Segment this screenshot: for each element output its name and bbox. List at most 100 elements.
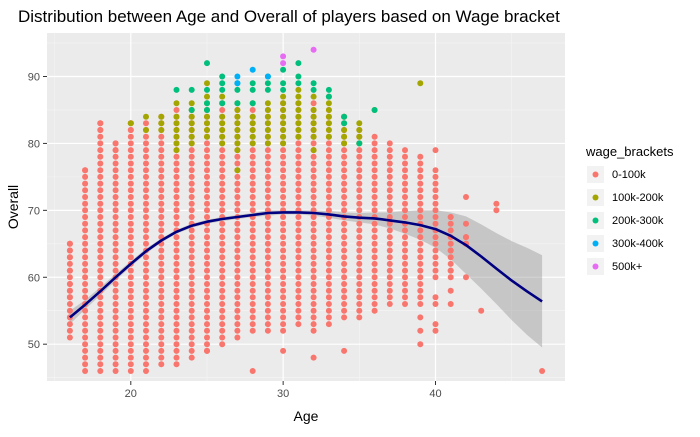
data-point	[112, 361, 119, 368]
data-point	[112, 240, 119, 247]
data-point	[325, 307, 332, 314]
x-tick-label: 20	[125, 388, 137, 400]
data-point	[82, 240, 89, 247]
data-point	[417, 80, 424, 87]
data-point	[204, 260, 210, 267]
data-point	[173, 354, 180, 361]
data-point	[341, 267, 348, 274]
data-point	[127, 187, 134, 194]
data-point	[295, 274, 302, 281]
data-point	[234, 240, 241, 247]
data-point	[82, 267, 89, 274]
data-point	[341, 260, 348, 267]
data-point	[82, 173, 89, 180]
data-point	[463, 274, 469, 281]
data-point	[325, 86, 332, 93]
data-point	[356, 127, 363, 133]
data-point	[310, 80, 317, 87]
data-point	[341, 153, 348, 160]
data-point	[280, 254, 287, 261]
data-point	[386, 287, 393, 294]
data-point	[280, 347, 287, 354]
data-point	[97, 334, 104, 341]
data-point	[97, 180, 104, 187]
legend: wage_brackets 0-100k 100k-200k 200k-300k 30…	[585, 144, 674, 275]
data-point	[97, 274, 104, 281]
data-point	[188, 187, 195, 194]
data-point	[219, 140, 226, 147]
data-point	[402, 287, 408, 294]
data-point	[447, 220, 454, 227]
data-point	[310, 214, 317, 220]
data-point	[386, 227, 393, 234]
data-point	[356, 254, 363, 261]
data-point	[188, 214, 195, 220]
data-point	[143, 173, 149, 180]
data-point	[127, 341, 134, 348]
data-point	[280, 86, 287, 93]
data-point	[371, 294, 378, 301]
legend-key-500k+	[592, 263, 599, 270]
data-point	[280, 321, 287, 328]
data-point	[219, 127, 226, 133]
data-point	[173, 160, 180, 167]
data-point	[295, 160, 302, 167]
data-point	[143, 347, 149, 354]
data-point	[417, 314, 424, 321]
data-point	[417, 254, 424, 261]
data-point	[173, 153, 180, 160]
data-point	[234, 314, 241, 321]
data-point	[173, 86, 180, 93]
data-point	[188, 113, 195, 120]
data-point	[432, 180, 439, 187]
data-point	[234, 260, 241, 267]
data-point	[295, 180, 302, 187]
data-point	[234, 187, 241, 194]
data-point	[249, 100, 256, 107]
data-point	[188, 347, 195, 354]
data-point	[204, 187, 210, 194]
data-point	[82, 361, 89, 368]
data-point	[219, 160, 226, 167]
data-point	[295, 187, 302, 194]
data-point	[219, 281, 226, 287]
data-point	[249, 187, 256, 194]
data-point	[264, 274, 271, 281]
data-point	[204, 341, 210, 348]
data-point	[325, 301, 332, 307]
y-axis-title: Overall	[5, 185, 21, 229]
data-point	[432, 274, 439, 281]
data-point	[112, 227, 119, 234]
data-point	[264, 100, 271, 107]
data-point	[280, 173, 287, 180]
data-point	[97, 267, 104, 274]
data-point	[356, 187, 363, 194]
data-point	[356, 274, 363, 281]
data-point	[188, 274, 195, 281]
data-point	[97, 294, 104, 301]
data-point	[173, 361, 180, 368]
data-point	[143, 334, 149, 341]
data-point	[310, 133, 317, 140]
data-point	[264, 167, 271, 174]
data-point	[82, 200, 89, 207]
data-point	[234, 153, 241, 160]
data-point	[325, 240, 332, 247]
data-point	[310, 254, 317, 261]
data-point	[417, 167, 424, 174]
y-tick-label: 60	[28, 272, 40, 284]
data-point	[112, 180, 119, 187]
smooth-trend-line	[69, 211, 543, 319]
data-point	[112, 200, 119, 207]
data-point	[386, 260, 393, 267]
data-point	[97, 214, 104, 220]
data-point	[188, 301, 195, 307]
data-point	[173, 260, 180, 267]
data-point	[493, 207, 500, 214]
data-point	[188, 127, 195, 133]
data-point	[264, 294, 271, 301]
legend-label: 500k+	[612, 261, 642, 273]
data-point	[173, 173, 180, 180]
data-point	[264, 220, 271, 227]
legend-key-100k-200k	[592, 194, 599, 201]
